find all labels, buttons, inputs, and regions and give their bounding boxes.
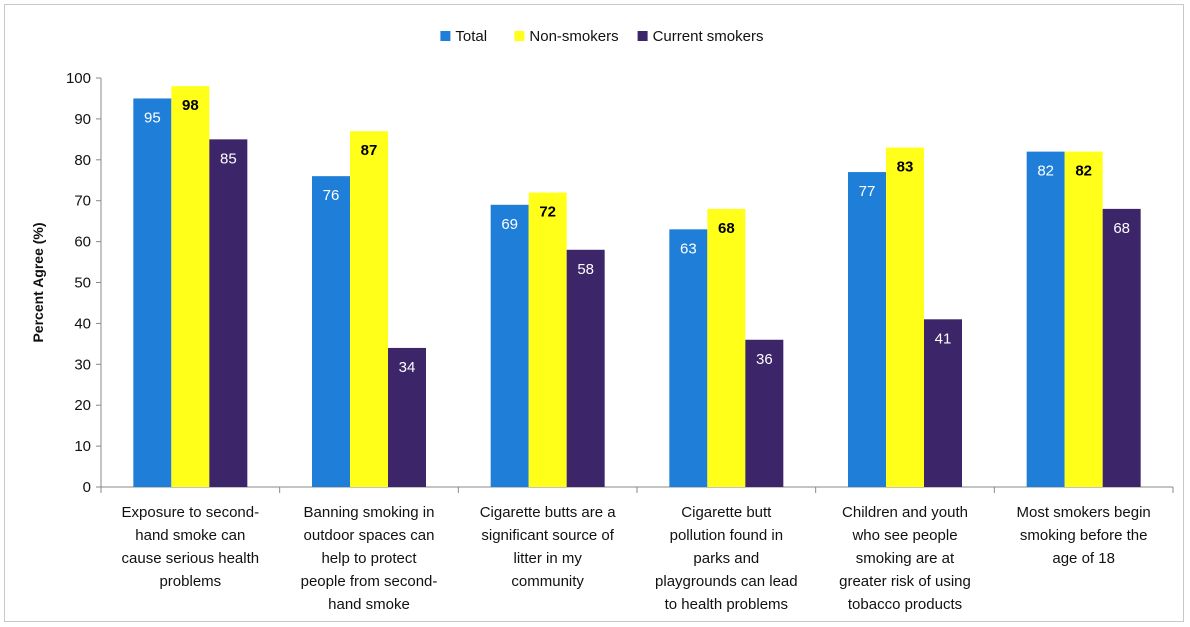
y-tick-label: 50 bbox=[74, 275, 91, 292]
category-label: Cigarette butts are a significant source … bbox=[480, 504, 617, 590]
data-label: 68 bbox=[718, 220, 735, 237]
y-tick-label: 20 bbox=[74, 397, 91, 414]
bar bbox=[312, 176, 350, 487]
bar bbox=[745, 339, 784, 487]
y-tick-label: 100 bbox=[66, 70, 91, 87]
category-label-line: problems bbox=[159, 573, 221, 590]
category-label-line: people from second- bbox=[301, 573, 438, 590]
category-label-line: who see people bbox=[851, 527, 957, 544]
category-label: Exposure to second-hand smoke can cause s… bbox=[122, 504, 260, 590]
data-label: 69 bbox=[501, 216, 518, 233]
category-label: Most smokers begin smoking before the age … bbox=[1017, 504, 1151, 567]
category-label-line: significant source of bbox=[481, 527, 614, 544]
bar bbox=[924, 319, 962, 487]
data-label: 82 bbox=[1075, 163, 1092, 180]
bar bbox=[1102, 208, 1141, 487]
data-label: 41 bbox=[935, 330, 952, 347]
legend-label: Total bbox=[455, 28, 487, 45]
data-label: 95 bbox=[144, 109, 161, 126]
data-label: 87 bbox=[361, 142, 378, 159]
data-label: 85 bbox=[220, 150, 237, 167]
category-label-line: Cigarette butt bbox=[681, 504, 772, 521]
bar bbox=[209, 139, 248, 487]
data-label: 83 bbox=[897, 159, 914, 176]
y-tick-label: 90 bbox=[74, 111, 91, 128]
data-label: 58 bbox=[577, 261, 594, 278]
data-label: 63 bbox=[680, 240, 697, 257]
category-label-line: Banning smoking in bbox=[304, 504, 435, 521]
category-label-line: smoking are at bbox=[856, 550, 955, 567]
data-label: 36 bbox=[756, 351, 773, 368]
legend-swatch bbox=[440, 31, 451, 41]
y-tick-label: 10 bbox=[74, 438, 91, 455]
legend-label: Current smokers bbox=[653, 28, 764, 45]
bar-chart: 0 10 20 30 40 50 60 70 80 90 100 Percent Agree (%) 9… bbox=[30, 28, 1174, 613]
category-label-line: tobacco products bbox=[848, 596, 962, 613]
category-label-line: smoking before the bbox=[1020, 527, 1148, 544]
data-label: 82 bbox=[1037, 163, 1054, 180]
category-label-line: Cigarette butts are a bbox=[480, 504, 617, 521]
y-axis-title: Percent Agree (%) bbox=[30, 222, 46, 342]
y-tick-label: 60 bbox=[74, 234, 91, 251]
bar bbox=[133, 98, 172, 487]
data-label: 98 bbox=[182, 97, 199, 114]
legend-swatch bbox=[637, 31, 648, 41]
data-label: 77 bbox=[859, 183, 876, 200]
bar bbox=[1026, 151, 1065, 487]
legend-swatch bbox=[514, 31, 525, 41]
category-label-line: to health problems bbox=[665, 596, 788, 613]
category-label-line: hand smoke can bbox=[135, 527, 245, 544]
bar bbox=[886, 147, 924, 487]
chart-frame: 0 10 20 30 40 50 60 70 80 90 100 Percent Agree (%) 9… bbox=[4, 4, 1184, 622]
bar bbox=[669, 229, 708, 487]
category-label-line: pollution found in bbox=[670, 527, 783, 544]
category-label-line: Exposure to second- bbox=[122, 504, 260, 521]
category-label: Children and youth who see people smoking … bbox=[839, 504, 971, 613]
category-label-line: parks and bbox=[693, 550, 759, 567]
category-label-line: help to protect bbox=[321, 550, 417, 567]
bar bbox=[707, 208, 746, 487]
bar bbox=[528, 192, 567, 487]
category-label-line: playgrounds can lead bbox=[655, 573, 798, 590]
data-label: 68 bbox=[1113, 220, 1130, 237]
category-label-line: hand smoke bbox=[328, 596, 410, 613]
bar bbox=[848, 172, 886, 487]
y-tick-label: 80 bbox=[74, 152, 91, 169]
legend-label: Non-smokers bbox=[529, 28, 618, 45]
category-label-line: outdoor spaces can bbox=[304, 527, 435, 544]
category-label: Banning smoking in outdoor spaces can help… bbox=[301, 504, 438, 613]
category-label-line: Children and youth bbox=[842, 504, 968, 521]
y-tick-label: 70 bbox=[74, 193, 91, 210]
category-label-line: community bbox=[511, 573, 584, 590]
bar bbox=[490, 204, 529, 488]
category-label-line: greater risk of using bbox=[839, 573, 971, 590]
bar bbox=[171, 86, 210, 488]
bar bbox=[566, 249, 605, 487]
category-label-line: litter in my bbox=[513, 550, 582, 567]
category-label-line: cause serious health bbox=[122, 550, 260, 567]
data-label: 76 bbox=[323, 187, 340, 204]
data-label: 34 bbox=[399, 359, 416, 376]
data-label: 72 bbox=[539, 204, 556, 221]
category-label: Cigarette butt pollution found in parks an… bbox=[655, 504, 798, 613]
bar bbox=[388, 347, 426, 487]
y-tick-label: 40 bbox=[74, 315, 91, 332]
bar bbox=[1064, 151, 1103, 487]
category-label-line: Most smokers begin bbox=[1017, 504, 1151, 521]
bar bbox=[350, 131, 388, 488]
category-label-line: age of 18 bbox=[1052, 550, 1115, 567]
y-tick-label: 0 bbox=[83, 479, 91, 496]
y-tick-label: 30 bbox=[74, 356, 91, 373]
